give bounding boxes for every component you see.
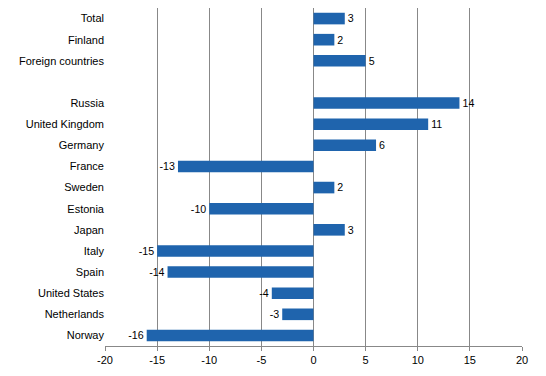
svg-text:-5: -5 xyxy=(256,354,266,366)
svg-text:-14: -14 xyxy=(149,266,164,278)
svg-text:3: 3 xyxy=(348,12,354,24)
svg-text:Russia: Russia xyxy=(70,97,105,109)
svg-text:20: 20 xyxy=(516,354,528,366)
svg-text:-20: -20 xyxy=(97,354,113,366)
svg-text:Finland: Finland xyxy=(68,34,104,46)
svg-text:Norway: Norway xyxy=(67,329,105,341)
svg-text:14: 14 xyxy=(462,97,474,109)
svg-text:2: 2 xyxy=(337,181,343,193)
svg-text:5: 5 xyxy=(369,55,375,67)
svg-text:5: 5 xyxy=(363,354,369,366)
svg-text:Germany: Germany xyxy=(59,139,105,151)
svg-text:-10: -10 xyxy=(191,203,206,215)
svg-text:Foreign countries: Foreign countries xyxy=(19,55,104,67)
svg-text:15: 15 xyxy=(464,354,476,366)
svg-text:United States: United States xyxy=(38,287,105,299)
svg-text:11: 11 xyxy=(431,118,442,130)
svg-text:10: 10 xyxy=(412,354,424,366)
svg-text:2: 2 xyxy=(337,34,343,46)
svg-text:0: 0 xyxy=(310,354,316,366)
svg-text:3: 3 xyxy=(348,224,354,236)
svg-text:Total: Total xyxy=(81,12,104,24)
svg-text:Spain: Spain xyxy=(76,266,104,278)
svg-text:United Kingdom: United Kingdom xyxy=(26,118,104,130)
svg-text:Sweden: Sweden xyxy=(64,181,104,193)
svg-text:-15: -15 xyxy=(139,245,154,257)
svg-text:-4: -4 xyxy=(259,287,269,299)
svg-text:Netherlands: Netherlands xyxy=(45,308,105,320)
svg-text:-13: -13 xyxy=(160,160,175,172)
svg-text:Estonia: Estonia xyxy=(67,203,105,215)
svg-text:-3: -3 xyxy=(270,308,280,320)
svg-text:-16: -16 xyxy=(128,329,143,341)
svg-text:-15: -15 xyxy=(149,354,165,366)
svg-text:6: 6 xyxy=(379,139,385,151)
svg-text:-10: -10 xyxy=(201,354,217,366)
svg-text:France: France xyxy=(70,160,104,172)
svg-text:Italy: Italy xyxy=(84,245,105,257)
svg-text:Japan: Japan xyxy=(74,224,104,236)
